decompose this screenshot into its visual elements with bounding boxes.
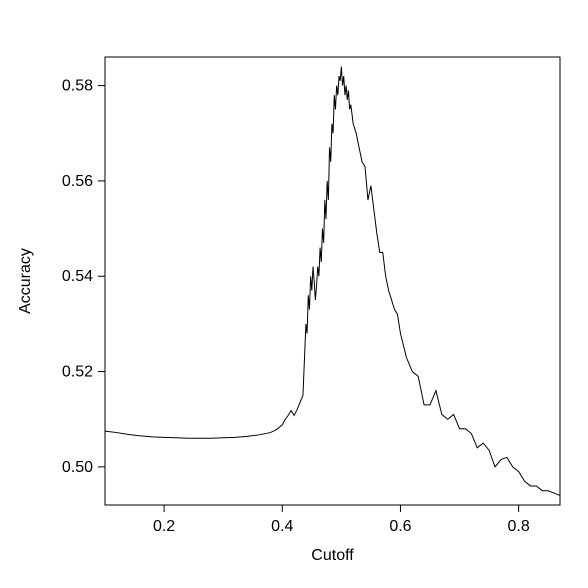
x-tick-label: 0.2 — [153, 518, 175, 535]
line-chart: 0.2 0.4 0.6 0.8 0.50 0.52 0.54 0.56 0.58 Cutoff Ac… — [0, 0, 588, 588]
y-tick-label: 0.56 — [62, 173, 93, 190]
x-axis-label: Cutoff — [311, 547, 354, 564]
y-tick-label: 0.52 — [62, 364, 93, 381]
y-tick-label: 0.50 — [62, 459, 93, 476]
chart-container: 0.2 0.4 0.6 0.8 0.50 0.52 0.54 0.56 0.58 Cutoff Ac… — [0, 0, 588, 588]
accuracy-line — [105, 67, 560, 496]
y-tick-label: 0.58 — [62, 78, 93, 95]
y-tick-label: 0.54 — [62, 268, 93, 285]
x-tick-label: 0.4 — [271, 518, 293, 535]
x-tick-label: 0.6 — [389, 518, 411, 535]
y-axis-label: Accuracy — [17, 248, 34, 314]
x-tick-label: 0.8 — [508, 518, 530, 535]
